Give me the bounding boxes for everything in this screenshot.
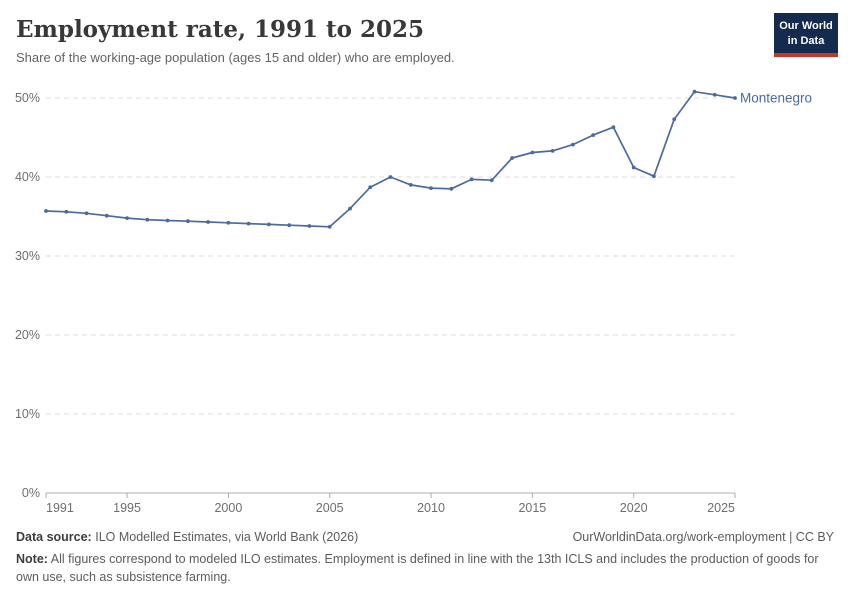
data-point[interactable] [307, 224, 312, 228]
logo-line-1: Our World [779, 20, 833, 32]
data-point[interactable] [510, 156, 514, 160]
data-source-label: Data source: [16, 530, 92, 544]
data-point[interactable] [591, 133, 595, 138]
logo-line-2: in Data [787, 34, 825, 47]
series-end-label[interactable]: Montenegro [740, 91, 812, 106]
y-tick-label: 0% [22, 486, 40, 500]
owid-logo: Our World in Data [774, 13, 838, 58]
chart-footer: Data source: ILO Modelled Estimates, via… [16, 529, 834, 586]
data-point[interactable] [44, 209, 48, 213]
x-tick-label: 2015 [518, 501, 546, 515]
data-point[interactable] [64, 209, 69, 214]
chart-note: Note: All figures correspond to modeled … [16, 551, 834, 587]
data-point[interactable] [267, 222, 271, 227]
x-tick-label: 2025 [707, 501, 735, 515]
data-point[interactable] [712, 92, 717, 97]
data-point[interactable] [287, 223, 292, 228]
x-tick-label: 2010 [417, 501, 445, 515]
y-tick-label: 30% [15, 249, 40, 263]
data-point[interactable] [408, 183, 413, 187]
data-point[interactable] [469, 177, 474, 182]
note-text: All figures correspond to modeled ILO es… [16, 551, 819, 584]
x-tick-label: 2005 [316, 501, 344, 515]
data-point[interactable] [489, 178, 494, 183]
data-point[interactable] [550, 149, 555, 153]
data-source-text: ILO Modelled Estimates, via World Bank (… [95, 530, 359, 544]
data-point[interactable] [246, 221, 251, 226]
data-source: Data source: ILO Modelled Estimates, via… [16, 529, 358, 547]
data-point[interactable] [571, 142, 575, 147]
data-point[interactable] [186, 219, 190, 224]
data-point[interactable] [327, 224, 332, 229]
data-point[interactable] [226, 220, 231, 225]
data-point[interactable] [652, 174, 656, 179]
data-point[interactable] [530, 150, 535, 155]
data-point[interactable] [449, 186, 454, 191]
y-tick-label: 10% [15, 407, 40, 421]
chart-header: Employment rate, 1991 to 2025 Share of t… [16, 16, 750, 65]
x-tick-label: 1991 [46, 501, 74, 515]
data-point[interactable] [692, 89, 697, 94]
x-tick-label: 2020 [620, 501, 648, 515]
data-point[interactable] [631, 165, 636, 170]
data-point[interactable] [672, 117, 677, 122]
data-point[interactable] [104, 213, 109, 218]
data-point[interactable] [733, 96, 737, 100]
page-title: Employment rate, 1991 to 2025 [16, 16, 425, 43]
data-point[interactable] [84, 211, 89, 216]
data-point[interactable] [611, 125, 616, 130]
source-row: Data source: ILO Modelled Estimates, via… [16, 529, 834, 547]
x-tick-label: 2000 [214, 501, 242, 515]
series-line[interactable] [45, 90, 736, 228]
x-tick-label: 1995 [113, 501, 141, 515]
note-label: Note: [16, 551, 48, 566]
y-tick-label: 20% [15, 328, 40, 342]
chart-subtitle: Share of the working-age population (age… [16, 50, 455, 65]
y-tick-label: 40% [15, 170, 40, 184]
license-link[interactable]: OurWorldinData.org/work-employment | CC … [572, 530, 834, 544]
data-point[interactable] [388, 175, 393, 179]
data-point[interactable] [165, 218, 170, 223]
y-tick-label: 50% [15, 91, 40, 105]
data-point[interactable] [145, 217, 150, 222]
data-point[interactable] [348, 206, 352, 211]
data-point[interactable] [368, 185, 373, 190]
data-point[interactable] [429, 186, 433, 191]
data-point[interactable] [206, 220, 211, 224]
data-point[interactable] [125, 216, 129, 221]
